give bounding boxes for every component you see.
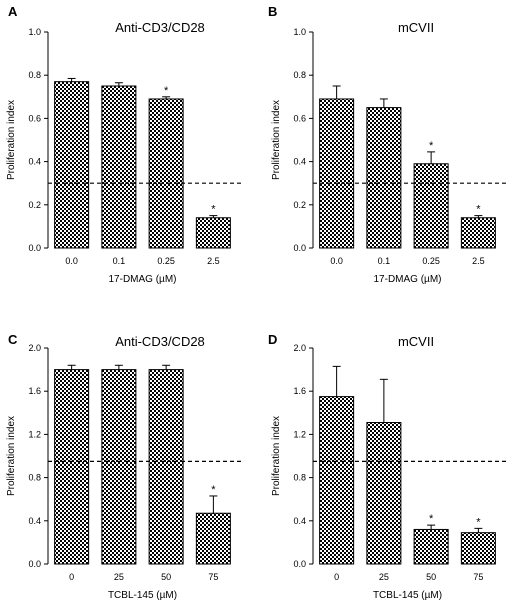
bar <box>460 532 496 565</box>
y-tick-label: 0.0 <box>28 243 41 253</box>
x-tick-label: 0.0 <box>65 256 78 266</box>
panel-label: C <box>8 332 18 347</box>
bar <box>195 512 231 565</box>
y-tick-label: 1.6 <box>28 386 41 396</box>
significance-star: * <box>429 513 434 525</box>
x-tick-label: 0.25 <box>422 256 440 266</box>
bar <box>148 98 184 249</box>
x-axis-label: TCBL-145 (µM) <box>373 590 442 601</box>
panel-a: A Anti-CD3/CD28 0.0 0.2 0.4 0.6 0.8 1.0 Prolifer… <box>6 4 243 285</box>
x-tick-label: 0 <box>334 572 339 582</box>
x-tick-label: 0.1 <box>113 256 126 266</box>
x-axis-label: 17-DMAG (µM) <box>109 274 177 285</box>
significance-star: * <box>476 516 481 528</box>
panel-c: C Anti-CD3/CD28 0.0 0.4 0.8 1.2 1.6 2.0 Prolifer… <box>6 332 243 601</box>
chart-title: mCVII <box>398 20 434 35</box>
y-tick-label: 0.0 <box>293 559 306 569</box>
bar <box>413 528 449 565</box>
panel-label: B <box>268 4 277 19</box>
x-tick-label: 0.25 <box>157 256 175 266</box>
y-tick-label: 0.6 <box>28 113 41 123</box>
significance-star: * <box>476 204 481 216</box>
x-tick-label: 2.5 <box>207 256 220 266</box>
panel-label: A <box>8 4 18 19</box>
panel-label: D <box>268 332 277 347</box>
chart-title: Anti-CD3/CD28 <box>115 334 205 349</box>
y-tick-label: 0.2 <box>293 200 306 210</box>
y-tick-label: 0.0 <box>293 243 306 253</box>
bar <box>101 369 137 565</box>
bar <box>101 85 137 249</box>
x-tick-label: 0 <box>69 572 74 582</box>
y-tick-label: 1.0 <box>293 27 306 37</box>
x-axis-label: TCBL-145 (µM) <box>108 590 177 601</box>
y-tick-label: 0.8 <box>28 70 41 80</box>
y-tick-label: 0.2 <box>28 200 41 210</box>
x-tick-label: 75 <box>208 572 218 582</box>
y-tick-label: 1.6 <box>293 386 306 396</box>
y-tick-label: 0.0 <box>28 559 41 569</box>
x-tick-label: 50 <box>426 572 436 582</box>
bar <box>366 422 402 565</box>
chart-title: mCVII <box>398 334 434 349</box>
x-tick-label: 0.1 <box>378 256 391 266</box>
significance-star: * <box>164 85 169 97</box>
y-tick-label: 0.8 <box>293 70 306 80</box>
y-tick-label: 0.6 <box>293 113 306 123</box>
x-tick-label: 25 <box>379 572 389 582</box>
x-tick-label: 75 <box>473 572 483 582</box>
bar <box>54 369 90 565</box>
y-tick-label: 0.4 <box>293 516 306 526</box>
significance-star: * <box>211 484 216 496</box>
y-tick-label: 1.0 <box>28 27 41 37</box>
x-tick-label: 50 <box>161 572 171 582</box>
y-tick-label: 0.4 <box>293 157 306 167</box>
significance-star: * <box>211 204 216 216</box>
x-tick-label: 0.0 <box>330 256 343 266</box>
y-axis-label: Proliferation index <box>271 416 282 496</box>
bar <box>366 107 402 249</box>
y-axis-label: Proliferation index <box>6 416 17 496</box>
y-tick-label: 1.2 <box>28 429 41 439</box>
y-tick-label: 1.2 <box>293 429 306 439</box>
x-tick-label: 25 <box>114 572 124 582</box>
y-tick-label: 0.8 <box>293 473 306 483</box>
bar <box>54 81 90 249</box>
y-tick-label: 2.0 <box>28 343 41 353</box>
x-axis-label: 17-DMAG (µM) <box>374 274 442 285</box>
chart-title: Anti-CD3/CD28 <box>115 20 205 35</box>
bar <box>460 217 496 249</box>
y-axis-label: Proliferation index <box>6 100 17 180</box>
x-tick-label: 2.5 <box>472 256 485 266</box>
y-tick-label: 0.4 <box>28 157 41 167</box>
y-tick-label: 2.0 <box>293 343 306 353</box>
bar <box>413 163 449 249</box>
bar <box>195 217 231 249</box>
significance-star: * <box>429 140 434 152</box>
bar <box>319 396 355 565</box>
bar <box>319 98 355 249</box>
y-tick-label: 0.8 <box>28 473 41 483</box>
bar <box>148 369 184 565</box>
y-tick-label: 0.4 <box>28 516 41 526</box>
y-axis-label: Proliferation index <box>271 100 282 180</box>
